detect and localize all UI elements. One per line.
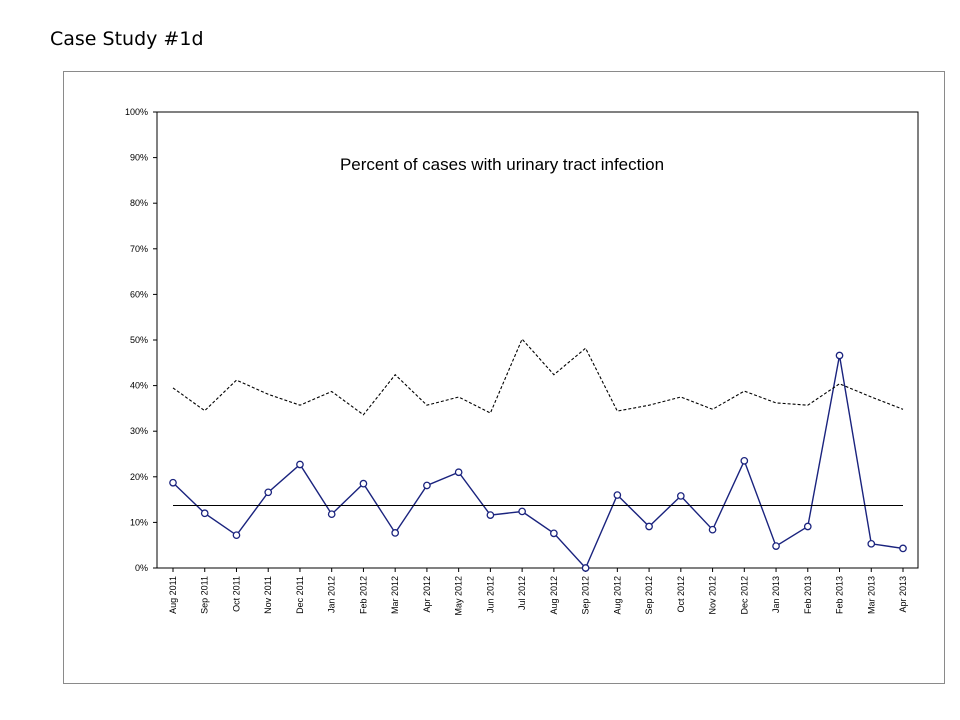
y-tick-label: 60%	[130, 289, 148, 299]
x-tick-label: May 2012	[454, 576, 464, 616]
data-point	[200, 509, 209, 518]
slide-title: Case Study #1d	[50, 28, 204, 50]
x-tick-label: Aug 2012	[612, 576, 622, 615]
x-tick-label: Aug 2012	[549, 576, 559, 615]
x-tick-label: Jan 2012	[327, 576, 337, 613]
x-tick-label: Sep 2012	[581, 576, 591, 615]
y-tick-label: 90%	[130, 153, 148, 163]
x-tick-label: Feb 2013	[803, 576, 813, 614]
data-point	[581, 564, 590, 572]
data-point	[359, 479, 368, 488]
upper-control-limit-line	[172, 338, 904, 416]
data-point	[454, 468, 463, 477]
x-tick-label: Sep 2012	[644, 576, 654, 615]
x-tick-label: Apr 2013	[898, 576, 908, 613]
data-point	[423, 481, 431, 490]
x-tick-label: Nov 2012	[708, 576, 718, 615]
data-point	[232, 531, 241, 540]
x-tick-label: Mar 2012	[390, 576, 400, 614]
data-point	[169, 478, 177, 487]
data-point	[772, 542, 780, 550]
plot-area	[156, 111, 919, 569]
data-point	[264, 488, 273, 497]
data-point	[899, 544, 907, 553]
x-tick-label: Oct 2011	[231, 576, 241, 612]
data-point	[486, 511, 495, 519]
series-line	[172, 355, 904, 570]
data-point	[518, 507, 526, 516]
y-tick-label: 30%	[130, 426, 148, 436]
x-tick-label: Feb 2013	[835, 576, 845, 614]
y-tick-label: 80%	[130, 198, 148, 208]
x-tick-label: Apr 2012	[422, 576, 432, 613]
data-point	[391, 529, 400, 537]
data-point	[613, 491, 622, 499]
y-tick-label: 10%	[130, 517, 148, 527]
y-tick-label: 70%	[130, 244, 148, 254]
y-tick-label: 50%	[130, 335, 148, 345]
data-point	[327, 510, 336, 519]
x-tick-label: Jan 2013	[771, 576, 781, 613]
x-tick-label: Sep 2011	[200, 576, 210, 614]
data-point	[867, 539, 876, 548]
x-tick-label: Jul 2012	[517, 576, 527, 610]
data-point	[676, 492, 685, 500]
x-tick-label: Nov 2011	[263, 576, 273, 614]
y-tick-label: 20%	[130, 472, 148, 482]
data-point	[296, 460, 304, 469]
y-tick-label: 0%	[135, 563, 148, 573]
data-point	[550, 529, 558, 538]
data-point	[803, 522, 812, 531]
x-tick-label: Oct 2012	[676, 576, 686, 613]
x-tick-label: Mar 2013	[866, 576, 876, 614]
data-point	[740, 456, 749, 465]
data-point	[645, 522, 653, 531]
x-tick-label: Dec 2012	[739, 576, 749, 615]
y-tick-label: 40%	[130, 381, 148, 391]
y-tick-label: 100%	[125, 107, 148, 117]
chart-frame	[63, 71, 945, 684]
x-tick-label: Feb 2012	[358, 576, 368, 614]
chart-title: Percent of cases with urinary tract infe…	[340, 155, 664, 174]
x-tick-label: Dec 2011	[295, 576, 305, 614]
x-tick-label: Aug 2011	[168, 576, 178, 614]
x-tick-label: Jun 2012	[485, 576, 495, 613]
data-point	[835, 351, 844, 360]
data-point	[708, 525, 717, 534]
